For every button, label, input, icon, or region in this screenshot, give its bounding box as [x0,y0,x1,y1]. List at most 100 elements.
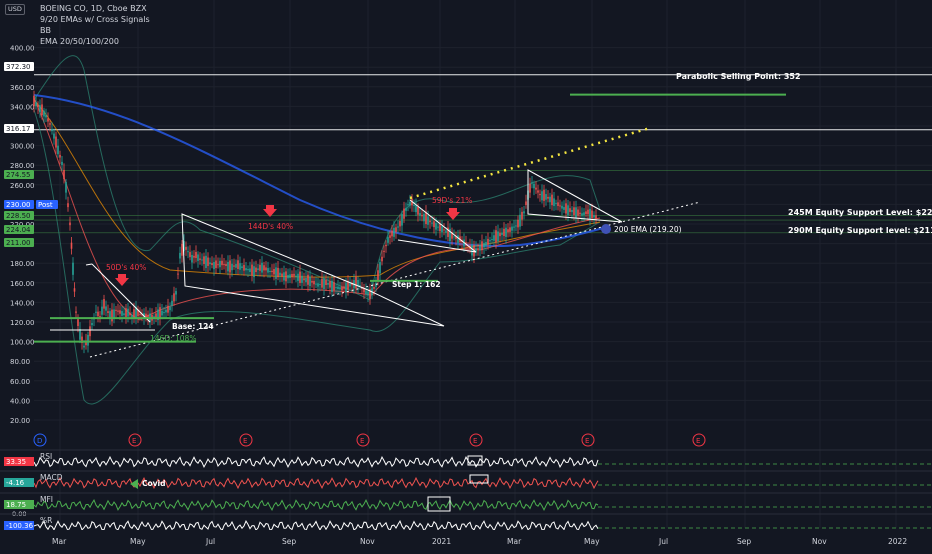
price-badge [4,170,34,179]
candle-body [43,110,45,117]
candle-body [205,255,207,269]
candle-body [521,211,523,220]
candle-body [505,227,507,237]
candle-body [341,286,343,291]
candle-body [199,258,201,260]
indicator-ema-ribbon[interactable]: EMA 20/50/100/200 [40,37,119,46]
earnings-marker-label: E [585,437,589,445]
indicator-bb[interactable]: BB [40,26,51,35]
candle-body [449,228,451,242]
candle-body [157,309,159,321]
candle-body [201,259,203,261]
candle-body [437,226,439,228]
candle-body [319,283,321,285]
pane-series [33,476,599,490]
candle-body [405,208,407,211]
candle-body [567,205,569,216]
candle-body [223,264,225,266]
candle-body [55,136,57,148]
candle-body [423,213,425,222]
candle-body [107,311,109,313]
candle-body [589,208,591,220]
candle-body [321,278,323,288]
price-badge [4,211,34,220]
candle-body [547,196,549,199]
earnings-marker-circle [692,433,706,447]
candle-body [279,272,281,276]
candle-body [37,105,39,108]
candle-body [339,287,341,290]
earnings-marker-circle [128,433,142,447]
candle-body [47,118,49,122]
candle-body [377,270,379,281]
candle-body [33,95,35,107]
candle-body [293,273,295,276]
price-badge [4,200,34,209]
price-badge-label: 274.55 [6,171,31,179]
x-tick-label: Mar [507,537,522,546]
x-tick-label: Sep [282,537,296,546]
candle-body [161,310,163,316]
candle-body [273,269,275,275]
candle-body [285,271,287,282]
candle-body [475,248,477,253]
candle-body [383,250,385,252]
candle-body [391,230,393,237]
candle-body [387,237,389,243]
indicator-ema-cross[interactable]: 9/20 EMAs w/ Cross Signals [40,15,150,24]
y-tick-label: 300.00 [10,143,35,151]
earnings-marker-circle [239,433,253,447]
candle-body [101,306,103,315]
y-tick-label: 120.00 [10,319,35,327]
symbol-title[interactable]: BOEING CO, 1D, Cboe BZX [40,4,147,13]
earnings-marker-circle [581,433,595,447]
candle-body [175,291,177,295]
candle-body [35,102,37,107]
earnings-marker-label: E [696,437,700,445]
candle-body [393,227,395,237]
candle-body [569,208,571,212]
candle-body [67,203,69,208]
price-badges: 372.30 316.17 274.55 230.00 Post 228.50 224.04… [4,62,58,247]
x-axis: Mar May Jul Sep Nov 2021 Mar May Jul Sep Nov 2022 [34,530,932,550]
candle-body [381,256,383,262]
candle-body [147,314,149,319]
candle-body [397,226,399,228]
candle-body [123,313,125,316]
candle-body [503,228,505,237]
candle-body [557,202,559,207]
price-badge-label: 224.04 [6,226,31,234]
pane-badge [4,478,34,487]
candle-body [99,316,101,318]
candle-body [153,316,155,318]
candle-body [581,213,583,216]
candle-body [451,232,453,239]
candle-body [403,208,405,219]
x-tick-label: 2021 [432,537,451,546]
candle-body [315,283,317,285]
price-badge-label: Post [38,201,53,209]
candle-body [297,273,299,281]
currency-tag[interactable]: USD [5,4,25,15]
candle-body [185,246,187,250]
y-tick-label: 180.00 [10,260,35,268]
candle-body [303,278,305,281]
trendline-patterns [50,169,623,331]
candle-body [125,308,127,318]
pane-wr: %R -100.36 [0,513,932,533]
candle-body [561,205,563,209]
candle-body [335,287,337,289]
candle-body [525,201,527,205]
candle-body [243,264,245,271]
candle-body [413,204,415,206]
candle-body [263,265,265,271]
pane-badge-label: 18.75 [6,501,26,509]
candle-body [163,312,165,314]
candle-body [485,241,487,246]
candle-body [577,209,579,216]
candle-body [537,190,539,193]
candle-body [197,254,199,261]
